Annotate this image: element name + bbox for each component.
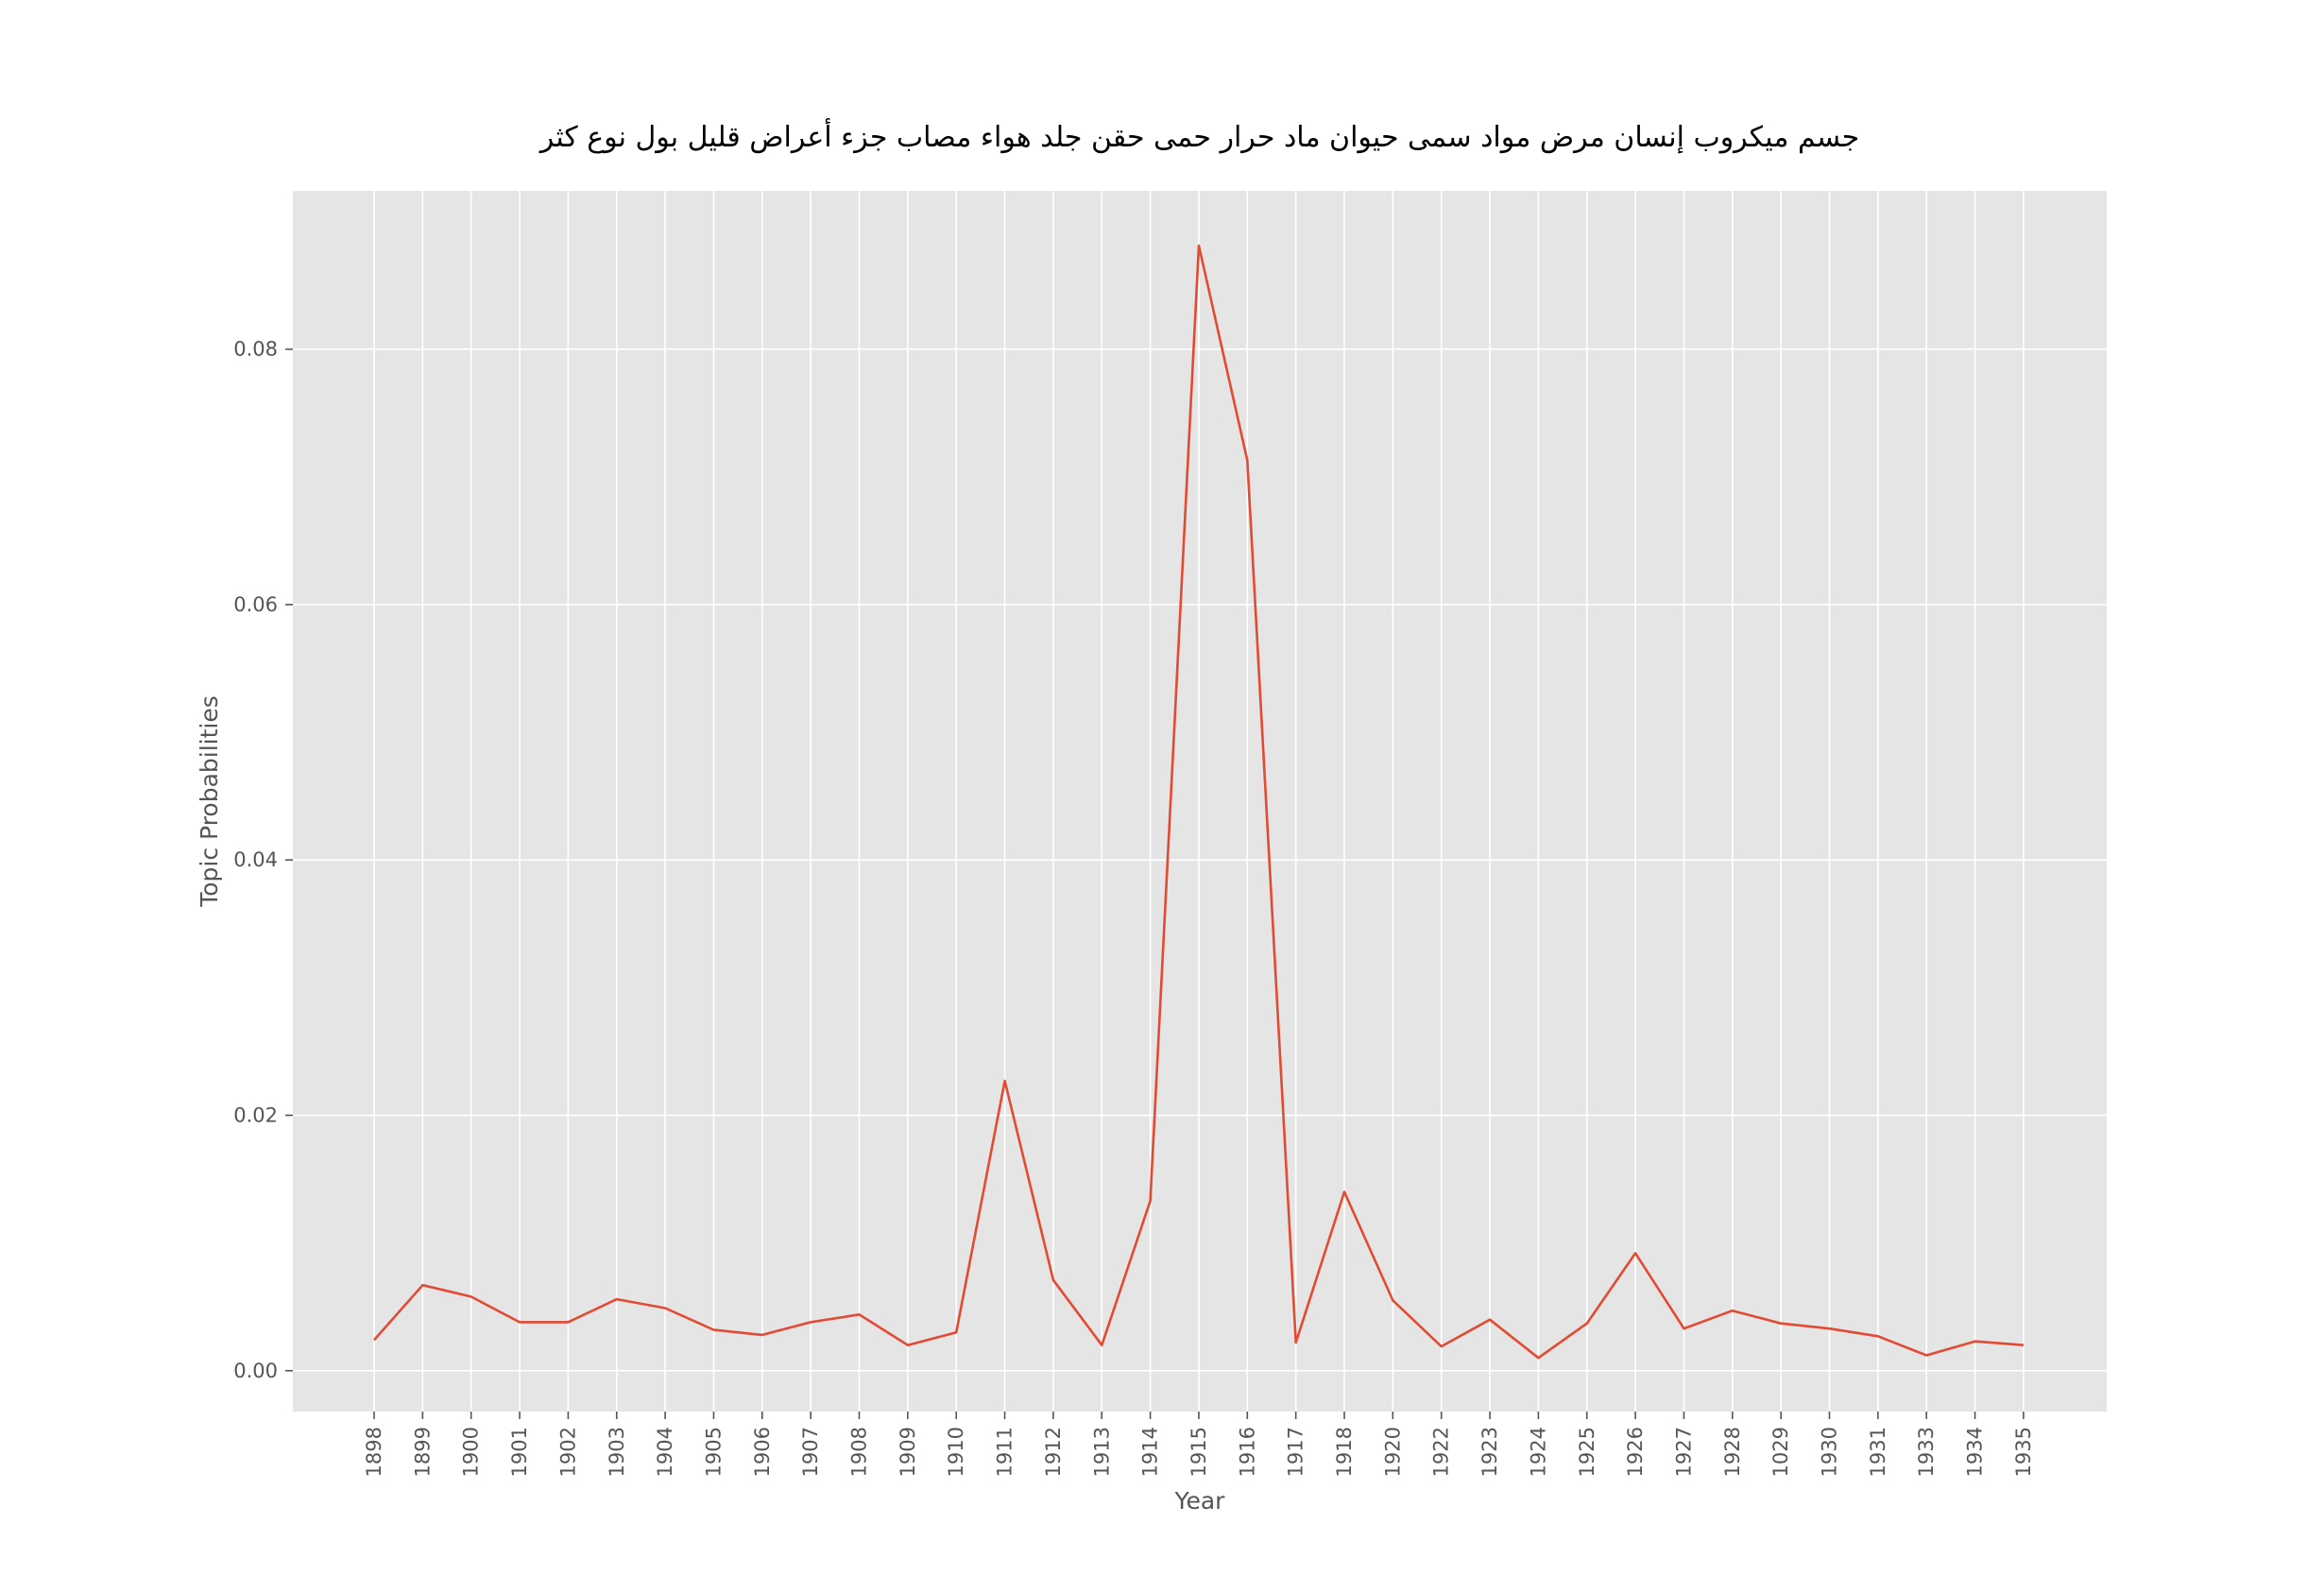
x-tick-label: 1902 [556,1427,579,1477]
x-tick-label: 1907 [799,1427,822,1477]
x-tick-label: 1931 [1867,1427,1889,1477]
x-tick-label: 1923 [1478,1427,1501,1477]
x-tick-label: 1920 [1381,1427,1404,1477]
x-tick-label: 1029 [1769,1427,1792,1477]
x-tick-label: 1911 [994,1427,1017,1477]
y-tick-label: 0.00 [233,1360,278,1382]
x-tick-label: 1918 [1333,1427,1356,1477]
x-tick-label: 1899 [411,1427,434,1477]
series-line [373,244,2025,1360]
x-tick-label: 1903 [606,1427,628,1477]
axis-ticks [285,348,2025,1419]
chart-title: جسم ميكروب إنسان مرض مواد سمى حيوان ماد … [538,117,1859,154]
y-tick-label: 0.04 [233,848,278,871]
x-tick-label: 1924 [1527,1427,1549,1477]
y-tick-label: 0.02 [233,1104,278,1126]
x-tick-label: 1904 [654,1427,676,1477]
x-tick-label: 1913 [1090,1427,1113,1477]
x-tick-label: 1926 [1624,1427,1647,1477]
grid-lines [293,191,2107,1412]
x-tick-label: 1917 [1285,1427,1307,1477]
x-tick-label: 1912 [1042,1427,1065,1477]
y-tick-label: 0.08 [233,338,278,361]
y-axis-label: Topic Probabilities [196,695,223,908]
x-tick-label: 1914 [1139,1427,1162,1477]
x-tick-label: 1900 [460,1427,483,1477]
y-tick-label: 0.06 [233,593,278,616]
x-tick-label: 1901 [508,1427,531,1477]
x-tick-label: 1908 [848,1427,871,1477]
tick-labels: 1898 1899 1900 1901 1902 1903 1904 1905 1906 1907… [233,338,2035,1478]
x-tick-label: 1906 [751,1427,774,1477]
plot-area-background [293,191,2107,1412]
x-tick-label: 1928 [1721,1427,1744,1477]
x-tick-label: 1933 [1915,1427,1938,1477]
x-tick-label: 1922 [1430,1427,1453,1477]
x-tick-label: 1905 [702,1427,725,1477]
x-tick-label: 1927 [1672,1427,1695,1477]
x-tick-label: 1916 [1236,1427,1258,1477]
x-tick-label: 1909 [897,1427,919,1477]
x-tick-label: 1910 [945,1427,967,1477]
x-tick-label: 1935 [2012,1427,2035,1477]
x-tick-label: 1898 [363,1427,385,1477]
x-tick-label: 1930 [1819,1427,1841,1477]
x-tick-label: 1925 [1576,1427,1598,1477]
x-tick-label: 1934 [1964,1427,1987,1477]
x-axis-label: Year [1174,1487,1226,1515]
x-tick-label: 1915 [1188,1427,1210,1477]
